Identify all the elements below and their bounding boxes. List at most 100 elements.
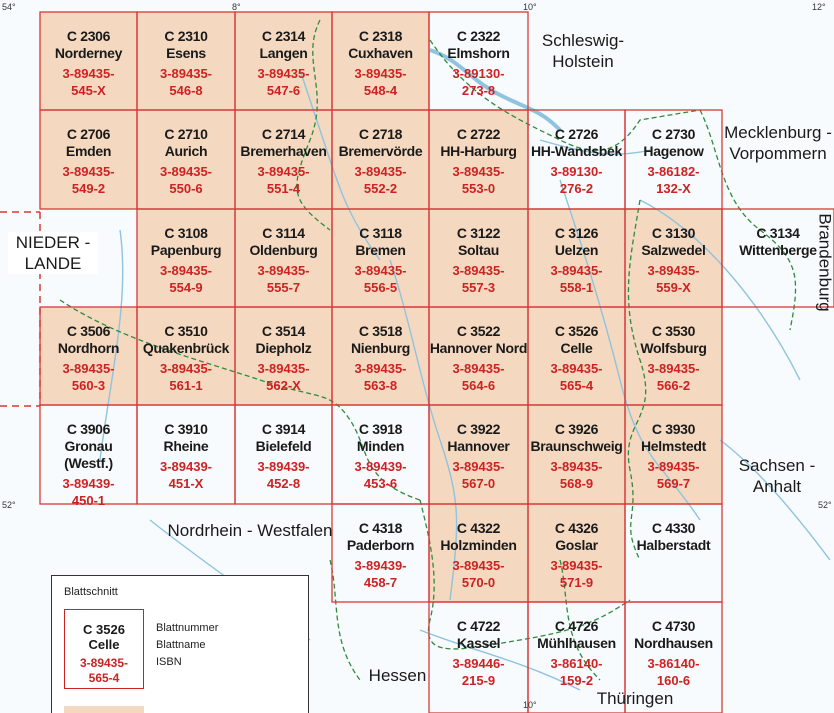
map-sheet[interactable]: C 2714 Bremerhaven 3-89435- 551-4 <box>235 110 332 209</box>
sheet-isbn-part1: 3-86140- <box>550 656 603 671</box>
map-sheet[interactable]: C 3510 Quakenbrück 3-89435- 561-1 <box>137 307 235 405</box>
sheet-number: C 2714 <box>261 126 306 142</box>
sheet-isbn-part1: 3-89435- <box>257 263 310 278</box>
map-sheet[interactable]: C 3910 Rheine 3-89439- 451-X <box>137 405 235 504</box>
map-sheet[interactable]: C 3914 Bielefeld 3-89439- 452-8 <box>235 405 332 504</box>
map-sheet[interactable]: C 3514 Diepholz 3-89435- 562-X <box>235 307 332 405</box>
map-sheet[interactable]: C 2706 Emden 3-89435- 549-2 <box>40 110 137 209</box>
sheet-isbn-part2: 159-2 <box>559 673 594 688</box>
sheet-isbn-part2: 563-8 <box>363 378 398 393</box>
map-sheet[interactable]: C 2306 Norderney 3-89435- 545-X <box>40 12 137 110</box>
map-sheet[interactable]: C 4326 Goslar 3-89435- 571-9 <box>528 504 625 602</box>
sheet-name: Oldenburg <box>249 242 318 258</box>
sheet-isbn-part2: 560-3 <box>71 378 106 393</box>
region-niederlande: NIEDER - LANDE <box>8 232 98 274</box>
map-sheet[interactable]: C 3522 Hannover Nord 3-89435- 564-6 <box>429 307 528 405</box>
region-hessen: Hessen <box>368 666 427 685</box>
sheet-fill <box>137 12 235 110</box>
sheet-isbn-part1: 3-89435- <box>159 263 213 278</box>
sheet-isbn-part1: 3-89446- <box>452 656 505 671</box>
sheet-fill <box>625 209 722 307</box>
sheet-number: C 3108 <box>164 225 208 241</box>
sheet-isbn-part2: 548-4 <box>363 83 398 98</box>
region-sachsen-anhalt: Sachsen - Anhalt <box>738 456 816 496</box>
coord-label-10-bottom: 10° <box>523 700 537 710</box>
sheet-name: Emden <box>65 143 112 159</box>
sheet-isbn-part1: 3-89435- <box>550 459 603 474</box>
sheet-name: Hannover <box>447 438 510 454</box>
map-sheet[interactable]: C 4730 Nordhausen 3-86140- 160-6 <box>625 602 722 713</box>
map-sheet[interactable]: C 3926 Braunschweig 3-89435- 568-9 <box>528 405 625 504</box>
sheet-fill <box>137 209 235 307</box>
map-sheet[interactable]: C 3130 Salzwedel 3-89435- 559-X <box>625 209 722 307</box>
map-sheet[interactable]: C 2710 Aurich 3-89435- 550-6 <box>137 110 235 209</box>
sheet-fill <box>429 405 528 504</box>
sheet-name: Gronau (Westf.) <box>64 438 113 471</box>
map-sheet[interactable]: C 3530 Wolfsburg 3-89435- 566-2 <box>625 307 722 405</box>
sheet-fill <box>429 504 528 602</box>
map-sheet[interactable]: C 3114 Oldenburg 3-89435- 555-7 <box>235 209 332 307</box>
map-sheet[interactable]: C 2718 Bremervörde 3-89435- 552-2 <box>332 110 429 209</box>
map-sheet[interactable]: C 2730 Hagenow 3-86182- 132-X <box>625 110 722 209</box>
map-sheet[interactable]: C 3518 Nienburg 3-89435- 563-8 <box>332 307 429 405</box>
sheet-fill <box>332 307 429 405</box>
sheet-isbn-part1: 3-89435- <box>354 361 407 376</box>
sheet-isbn-part1: 3-89439- <box>62 476 115 491</box>
map-sheet[interactable]: C 3918 Minden 3-89439- 453-6 <box>332 405 429 504</box>
sheet-isbn-part2: 547-6 <box>266 83 301 98</box>
sheet-fill <box>625 405 722 504</box>
sheet-isbn-part2: 566-2 <box>656 378 691 393</box>
map-sheet[interactable]: C 2322 Elmshorn 3-89130- 273-8 <box>429 12 528 110</box>
sheet-name: HH-Harburg <box>440 143 517 159</box>
sheet-border <box>624 601 723 713</box>
sheet-name: Holzminden <box>440 537 517 553</box>
map-sheet[interactable]: C 3506 Nordhorn 3-89435- 560-3 <box>40 307 137 405</box>
sheet-isbn-part1: 3-89439- <box>354 459 407 474</box>
sheet-name: Halberstadt <box>636 537 711 553</box>
map-sheet[interactable]: C 3118 Bremen 3-89435- 556-5 <box>332 209 429 307</box>
map-sheet[interactable]: C 4722 Kassel 3-89446- 215-9 <box>429 602 528 713</box>
map-sheet[interactable]: C 3108 Papenburg 3-89435- 554-9 <box>137 209 235 307</box>
map-sheet[interactable]: C 4318 Paderborn 3-89439- 458-7 <box>332 504 429 602</box>
map-sheet[interactable]: C 3126 Uelzen 3-89435- 558-1 <box>528 209 625 307</box>
sheet-name: Celle <box>560 340 593 356</box>
sheet-name: Nienburg <box>350 340 411 356</box>
sheet-isbn-part2: 554-9 <box>169 280 203 295</box>
sheet-isbn-part1: 3-89130- <box>550 164 603 179</box>
legend-label-isbn: ISBN <box>156 656 182 668</box>
map-sheet[interactable]: C 3526 Celle 3-89435- 565-4 <box>528 307 625 405</box>
sheet-isbn-part2: 276-2 <box>559 181 594 196</box>
map-sheet[interactable]: C 2314 Langen 3-89435- 547-6 <box>235 12 332 110</box>
sheet-isbn-part2: 450-1 <box>71 493 106 508</box>
sheet-isbn-part1: 3-89439- <box>354 558 407 573</box>
map-sheet[interactable]: C 2726 HH-Wandsbek 3-89130- 276-2 <box>528 110 625 209</box>
sheet-isbn-part1: 3-89435- <box>647 361 700 376</box>
map-sheet[interactable]: C 4330 Halberstadt <box>625 504 722 602</box>
sheet-isbn-part2: 570-0 <box>461 575 496 590</box>
sheet-number: C 3130 <box>651 225 696 241</box>
sheet-name: Kassel <box>456 635 501 651</box>
map-sheet[interactable]: C 3930 Helmstedt 3-89435- 569-7 <box>625 405 722 504</box>
sheet-name: Bremervörde <box>338 143 423 159</box>
map-sheet[interactable]: C 4322 Holzminden 3-89435- 570-0 <box>429 504 528 602</box>
sheet-name: Rheine <box>163 438 209 454</box>
map-sheet[interactable]: C 2310 Esens 3-89435- 546-8 <box>137 12 235 110</box>
sheet-name: Elmshorn <box>447 45 510 61</box>
map-sheet[interactable]: C 3906 Gronau (Westf.) 3-89439- 450-1 <box>40 405 137 508</box>
map-sheet[interactable]: C 3122 Soltau 3-89435- 557-3 <box>429 209 528 307</box>
map-sheet[interactable]: C 3134 Wittenberge <box>722 209 834 307</box>
sheet-name: Hannover Nord <box>429 340 528 356</box>
sheet-name: Papenburg <box>150 242 222 258</box>
sheet-name: Norderney <box>54 45 123 61</box>
map-sheet[interactable]: C 3922 Hannover 3-89435- 567-0 <box>429 405 528 504</box>
sheet-number: C 2306 <box>66 28 111 44</box>
sheet-isbn-part2: 132-X <box>656 181 691 196</box>
map-sheet[interactable]: C 4726 Mühlhausen 3-86140- 159-2 <box>528 602 625 713</box>
map-sheet[interactable]: C 2318 Cuxhaven 3-89435- 548-4 <box>332 12 429 110</box>
map-sheet[interactable]: C 2722 HH-Harburg 3-89435- 553-0 <box>429 110 528 209</box>
sheet-isbn-part2: 556-5 <box>363 280 398 295</box>
sheet-isbn-part2: 273-8 <box>461 83 496 98</box>
sheet-isbn-part1: 3-89130- <box>452 66 505 81</box>
